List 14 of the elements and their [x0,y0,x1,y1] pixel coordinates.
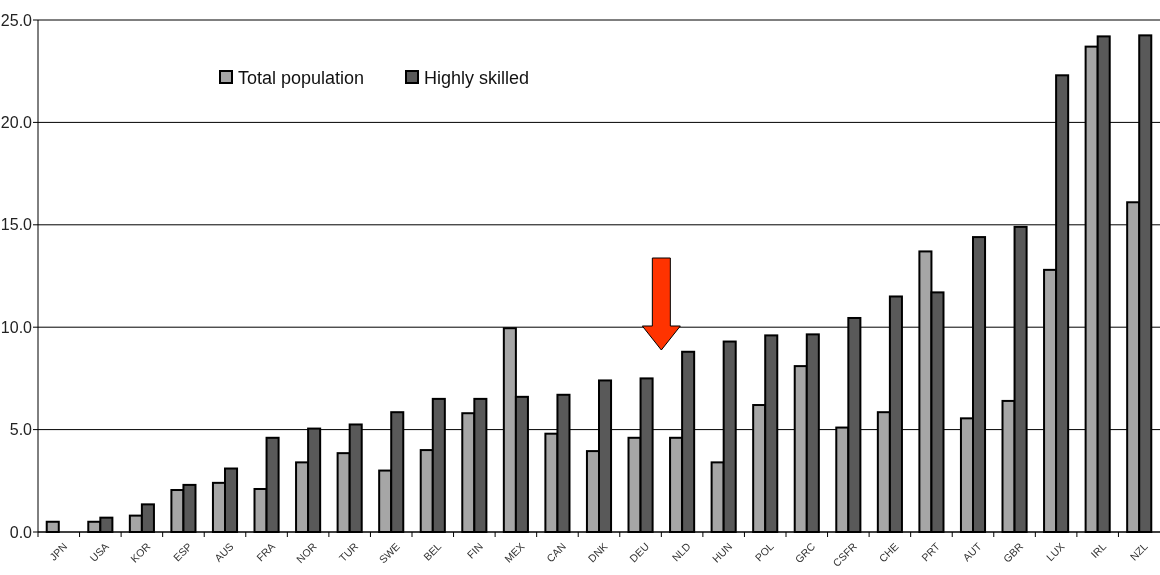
y-tick-label: 0.0 [9,523,33,541]
y-tick-label: 5.0 [9,421,33,439]
x-tick-label: BEL [420,540,444,563]
legend-label: Highly skilled [424,68,530,89]
y-tick-label: 15.0 [0,216,33,234]
x-tick-label: POL [752,540,776,564]
x-tick-label: FIN [464,540,485,561]
x-tick-label: IRL [1088,540,1109,561]
legend-label: Total population [238,68,365,89]
y-tick-label: 25.0 [0,11,33,29]
x-tick-label: USA [87,540,111,564]
y-tick-label: 20.0 [0,114,33,131]
y-tick-label: 10.0 [0,318,33,336]
x-tick-label: NZL [1127,540,1150,563]
